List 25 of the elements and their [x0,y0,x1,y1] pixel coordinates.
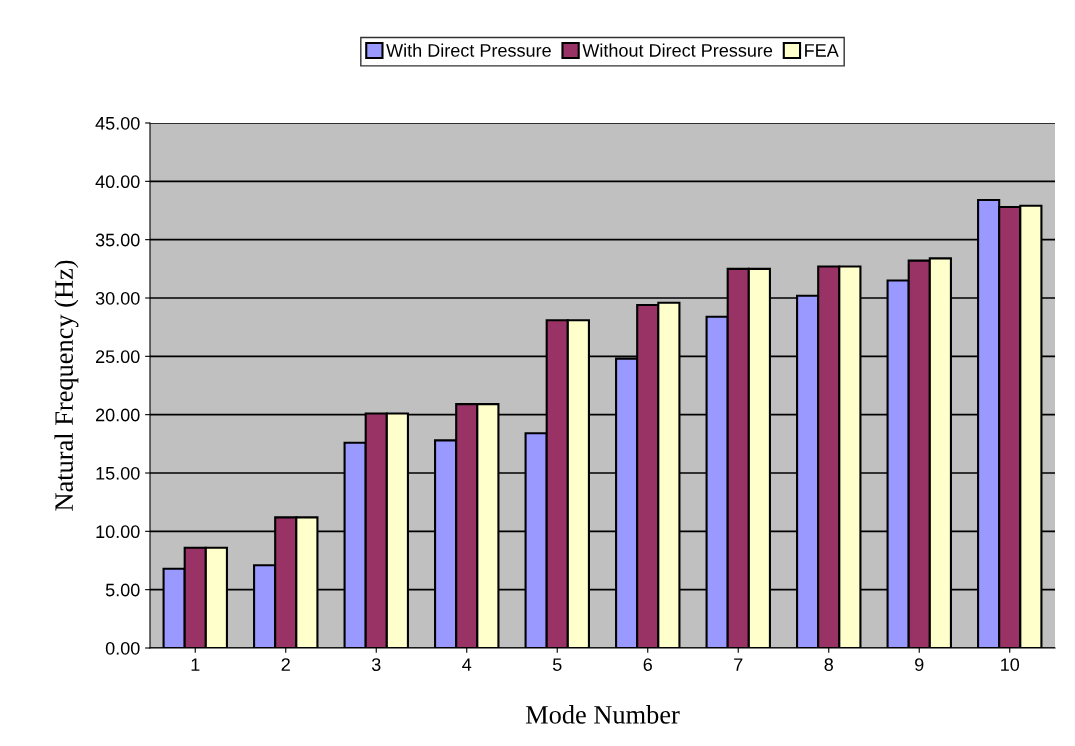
y-tick-label: 25.00 [96,350,140,364]
y-tick-label: 40.00 [95,175,140,189]
y-tick-label: 0.00 [105,641,140,655]
x-tick-label: 2 [281,658,290,671]
y-tick-label: 10.00 [96,525,140,539]
x-tick-label: 1 [191,658,200,671]
x-tick-label: 3 [371,658,381,671]
x-tick-label: 5 [552,658,562,671]
y-tick-label: 5.00 [105,583,140,597]
x-tick-label: 10 [1001,658,1020,671]
y-tick-label: 30.00 [95,291,140,305]
legend-label: Without Direct Pressure [582,43,773,57]
x-tick-label: 7 [734,658,743,671]
y-tick-label: 35.00 [95,233,140,247]
x-axis-title: Mode Number [525,705,680,724]
x-tick-label: 9 [915,658,924,671]
y-tick-label: 45.00 [95,116,140,130]
y-tick-label: 15.00 [96,466,140,480]
x-tick-label: 4 [462,658,472,671]
x-tick-label: 6 [643,658,652,671]
x-tick-label: 8 [824,658,833,671]
y-tick-label: 20.00 [96,408,140,422]
legend-label: FEA [805,44,839,57]
legend-label: With Direct Pressure [386,43,551,57]
y-axis-title: Natural Frequency (Hz) [54,260,79,511]
